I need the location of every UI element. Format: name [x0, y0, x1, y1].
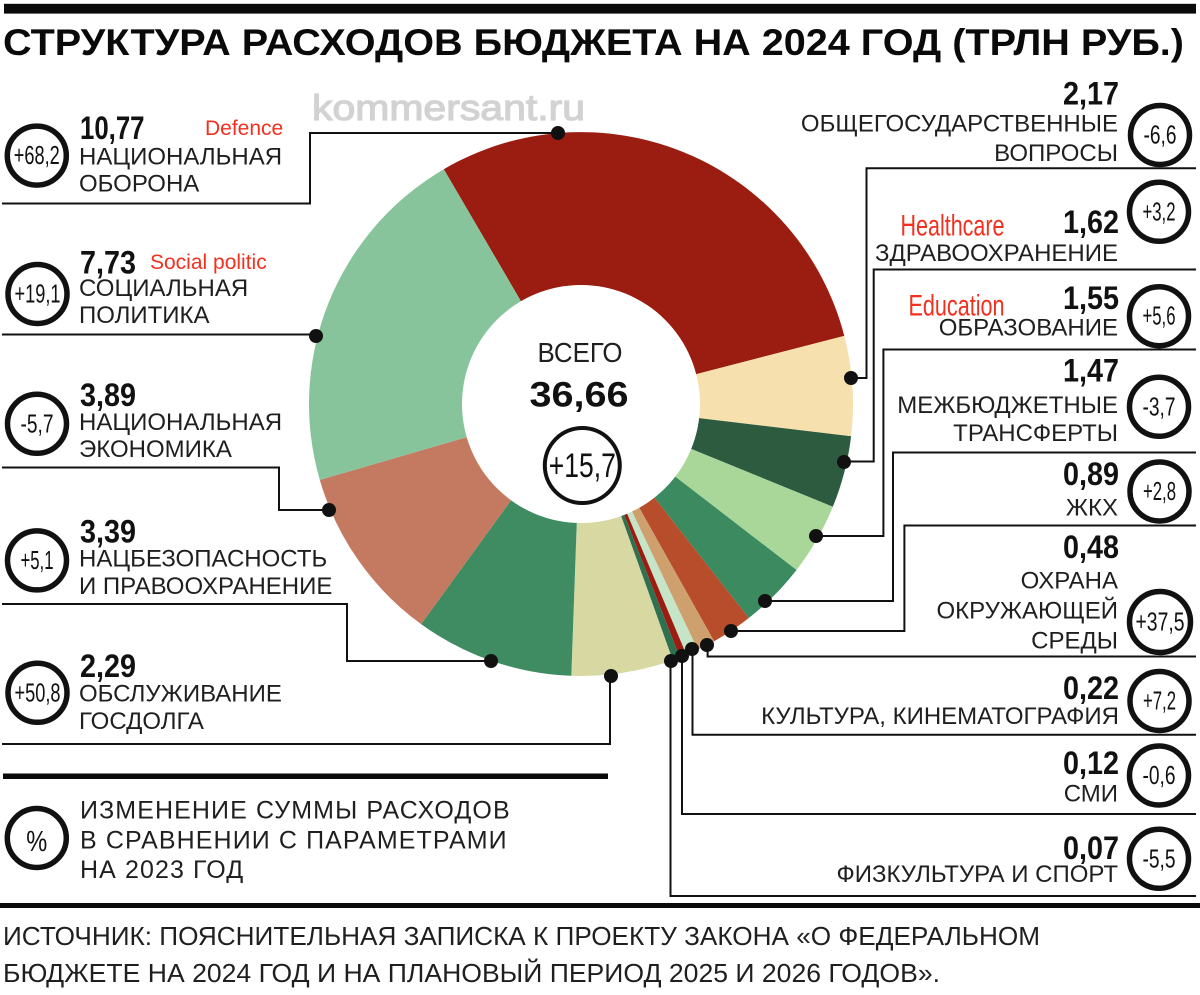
svg-text:36,66: 36,66 — [530, 376, 629, 415]
svg-text:В СРАВНЕНИИ С ПАРАМЕТРАМИ: В СРАВНЕНИИ С ПАРАМЕТРАМИ — [80, 827, 508, 855]
svg-text:-6,6: -6,6 — [1144, 120, 1177, 150]
svg-text:ВСЕГО: ВСЕГО — [538, 337, 623, 368]
svg-text:+5,6: +5,6 — [1143, 301, 1176, 331]
svg-text:-5,7: -5,7 — [21, 408, 54, 438]
svg-text:-0,6: -0,6 — [1143, 760, 1176, 790]
svg-text:0,48: 0,48 — [1063, 529, 1119, 565]
svg-text:1,62: 1,62 — [1063, 204, 1119, 240]
svg-text:Healthcare: Healthcare — [901, 209, 1005, 242]
svg-text:ОКРУЖАЮЩЕЙ: ОКРУЖАЮЩЕЙ — [936, 597, 1118, 625]
svg-text:+15,7: +15,7 — [549, 447, 616, 485]
svg-text:НАЦБЕЗОПАСНОСТЬ: НАЦБЕЗОПАСНОСТЬ — [79, 546, 327, 573]
svg-text:НА 2023 ГОД: НА 2023 ГОД — [80, 856, 244, 884]
svg-text:+19,1: +19,1 — [15, 279, 61, 309]
svg-text:kommersant.ru: kommersant.ru — [312, 87, 585, 128]
svg-text:СМИ: СМИ — [1064, 781, 1118, 808]
svg-text:ЭКОНОМИКА: ЭКОНОМИКА — [79, 436, 232, 463]
svg-text:КУЛЬТУРА, КИНЕМАТОГРАФИЯ: КУЛЬТУРА, КИНЕМАТОГРАФИЯ — [761, 703, 1119, 730]
svg-text:ФИЗКУЛЬТУРА И СПОРТ: ФИЗКУЛЬТУРА И СПОРТ — [836, 861, 1118, 888]
svg-text:ГОСДОЛГА: ГОСДОЛГА — [79, 708, 204, 735]
svg-text:0,89: 0,89 — [1063, 456, 1119, 492]
svg-text:+37,5: +37,5 — [1136, 607, 1185, 637]
svg-text:ЗДРАВООХРАНЕНИЕ: ЗДРАВООХРАНЕНИЕ — [875, 240, 1118, 267]
svg-text:ОБРАЗОВАНИЕ: ОБРАЗОВАНИЕ — [939, 315, 1118, 342]
svg-text:0,07: 0,07 — [1063, 830, 1119, 866]
svg-text:НАЦИОНАЛЬНАЯ: НАЦИОНАЛЬНАЯ — [79, 409, 282, 436]
svg-text:БЮДЖЕТЕ НА 2024 ГОД И НА ПЛАНО: БЮДЖЕТЕ НА 2024 ГОД И НА ПЛАНОВЫЙ ПЕРИОД… — [3, 958, 940, 988]
svg-text:0,12: 0,12 — [1063, 745, 1119, 781]
svg-text:+3,2: +3,2 — [1143, 196, 1176, 226]
svg-text:Social politic: Social politic — [150, 251, 267, 274]
svg-text:+5,1: +5,1 — [21, 545, 54, 575]
svg-text:1,47: 1,47 — [1063, 353, 1119, 389]
svg-text:ОХРАНА: ОХРАНА — [1021, 568, 1118, 595]
svg-text:-5,5: -5,5 — [1143, 843, 1176, 873]
svg-text:СРЕДЫ: СРЕДЫ — [1031, 627, 1118, 654]
svg-text:ОБЩЕГОСУДАРСТВЕННЫЕ: ОБЩЕГОСУДАРСТВЕННЫЕ — [801, 111, 1118, 138]
svg-text:ИСТОЧНИК: ПОЯСНИТЕЛЬНАЯ ЗАПИСК: ИСТОЧНИК: ПОЯСНИТЕЛЬНАЯ ЗАПИСКА К ПРОЕКТ… — [3, 921, 1040, 951]
svg-text:ОБОРОНА: ОБОРОНА — [79, 171, 199, 198]
svg-text:НАЦИОНАЛЬНАЯ: НАЦИОНАЛЬНАЯ — [79, 144, 282, 171]
svg-text:ОБСЛУЖИВАНИЕ: ОБСЛУЖИВАНИЕ — [79, 681, 282, 708]
svg-text:ТРАНСФЕРТЫ: ТРАНСФЕРТЫ — [953, 420, 1118, 447]
svg-text:МЕЖБЮДЖЕТНЫЕ: МЕЖБЮДЖЕТНЫЕ — [897, 392, 1118, 419]
svg-text:СОЦИАЛЬНАЯ: СОЦИАЛЬНАЯ — [79, 275, 248, 302]
svg-text:7,73: 7,73 — [80, 245, 136, 281]
svg-text:0,22: 0,22 — [1063, 670, 1119, 706]
svg-text:ИЗМЕНЕНИЕ СУММЫ РАСХОДОВ: ИЗМЕНЕНИЕ СУММЫ РАСХОДОВ — [80, 796, 511, 824]
svg-text:ПОЛИТИКА: ПОЛИТИКА — [79, 302, 210, 329]
svg-text:%: % — [26, 826, 47, 858]
svg-text:3,89: 3,89 — [80, 377, 136, 413]
svg-text:СТРУКТУРА РАСХОДОВ БЮДЖЕТА НА: СТРУКТУРА РАСХОДОВ БЮДЖЕТА НА 2024 ГОД (… — [3, 22, 1184, 63]
svg-text:3,39: 3,39 — [80, 514, 136, 550]
svg-text:+68,2: +68,2 — [14, 140, 60, 170]
svg-text:Defence: Defence — [205, 117, 283, 140]
svg-text:+2,8: +2,8 — [1143, 476, 1176, 506]
svg-text:2,29: 2,29 — [80, 648, 136, 684]
svg-text:+50,8: +50,8 — [15, 677, 61, 707]
svg-text:ВОПРОСЫ: ВОПРОСЫ — [994, 140, 1118, 167]
svg-text:-3,7: -3,7 — [1143, 391, 1176, 421]
svg-text:И ПРАВООХРАНЕНИЕ: И ПРАВООХРАНЕНИЕ — [79, 573, 332, 600]
svg-text:1,55: 1,55 — [1063, 280, 1119, 316]
svg-text:+7,2: +7,2 — [1143, 686, 1176, 716]
svg-text:10,77: 10,77 — [80, 110, 145, 146]
svg-text:ЖКХ: ЖКХ — [1066, 495, 1118, 522]
svg-text:Education: Education — [909, 290, 1005, 323]
svg-text:2,17: 2,17 — [1063, 76, 1119, 112]
